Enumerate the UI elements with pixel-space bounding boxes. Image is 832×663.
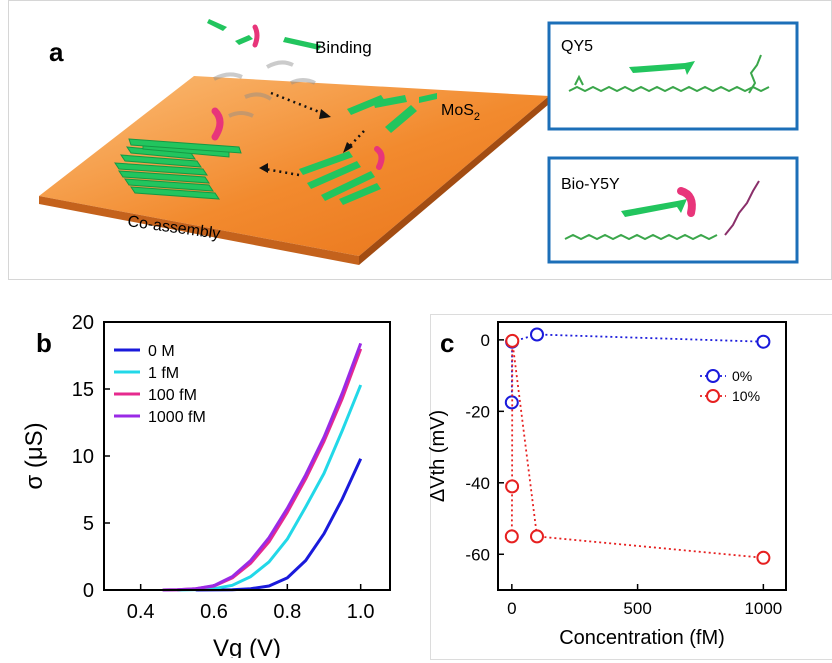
molecule-group-middle	[299, 146, 385, 205]
panel-b-chart: b 0 5 10 15 20 0.4 0.6 0.8 1.0 0 M 1 fM 100 fM 100…	[21, 312, 391, 662]
binding-label: Binding	[315, 38, 372, 57]
inset-bio-y5y-label: Bio-Y5Y	[561, 176, 620, 193]
panel-b-axes-frame	[103, 321, 391, 591]
panel-b-legend-label: 1 fM	[148, 365, 179, 382]
panel-a-label: a	[49, 37, 64, 67]
panel-b-y-tick-label: 5	[83, 513, 94, 535]
panel-c: c 0 -20 -40 -60 0 500 1000 0% 10% ΔVth (mV) Co…	[422, 300, 832, 658]
inset-bio-y5y: Bio-Y5Y	[547, 156, 799, 264]
panel-c-series-line-0	[510, 333, 764, 403]
molecule-group-right	[347, 93, 437, 133]
panel-c-y-tick-label: -60	[465, 545, 490, 564]
panel-b-y-tick-label: 20	[72, 312, 94, 334]
panel-a-svg: a Binding	[39, 19, 799, 265]
panel-c-y-tick-label: -20	[465, 402, 490, 421]
inset-qy5-label: QY5	[561, 38, 593, 55]
panel-b-series-line-3	[162, 342, 363, 592]
panel-c-x-axis-label: Concentration (fM)	[559, 627, 725, 649]
bio-y5y-chain	[564, 233, 718, 241]
panel-c-point-0	[530, 327, 544, 342]
panel-c-point-1	[530, 529, 544, 544]
coassembly-stack	[114, 107, 242, 200]
panel-b-legend-label: 1000 fM	[148, 409, 206, 426]
panel-c-x-tick-label: 0	[507, 599, 516, 618]
panel-c-x-tick-label: 500	[623, 599, 651, 618]
panel-c-point-1	[504, 529, 519, 544]
panel-c-point-1	[505, 333, 520, 348]
qy5-chain	[568, 85, 770, 93]
panel-c-point-0	[756, 334, 771, 349]
panel-c-y-tick-label: 0	[481, 331, 490, 350]
panel-a-schematic: a Binding	[8, 0, 832, 280]
panel-b-legend-label: 0 M	[148, 343, 175, 360]
biotin-linker	[724, 180, 760, 236]
panel-c-x-tick-label: 1000	[744, 599, 782, 618]
dotted-arrows	[264, 91, 365, 177]
panel-b-x-tick-label: 0.8	[273, 601, 301, 623]
binding-molecules	[207, 19, 321, 50]
panel-c-point-0	[504, 395, 519, 410]
arrow-heads	[259, 109, 353, 173]
panel-b-x-tick-label: 0.6	[200, 601, 228, 623]
mos2-substrate-top	[39, 76, 549, 256]
panel-b-x-tick-label: 1.0	[347, 601, 375, 623]
panel-b-label: b	[36, 328, 52, 358]
panel-c-legend-label: 0%	[732, 368, 752, 384]
panel-c-legend-marker	[706, 369, 720, 383]
mos2-substrate-edge-right	[359, 96, 549, 265]
panel-c-legend-label: 10%	[732, 388, 760, 404]
panel-b-series-line-2	[162, 348, 363, 592]
panel-c-point-1	[505, 479, 520, 494]
panel-b-x-axis-label: Vg (V)	[213, 635, 281, 658]
faded-molecules	[213, 60, 316, 118]
panel-b-x-tick-label: 0.4	[127, 601, 155, 623]
panel-b-y-tick-label: 0	[83, 580, 94, 602]
panel-b-y-axis-label: σ (μS)	[21, 422, 48, 489]
mos2-label: MoS2	[441, 102, 480, 123]
biotin-tag	[677, 187, 696, 217]
bio-y5y-arrow-molecule	[621, 199, 687, 217]
panel-c-label: c	[440, 328, 454, 358]
qy5-arrow-molecule	[629, 61, 695, 75]
panel-b-legend-label: 100 fM	[148, 387, 197, 404]
panel-c-point-1	[756, 550, 771, 565]
panel-c-axes-frame	[497, 321, 787, 591]
panel-c-series-line-1	[510, 340, 764, 559]
inset-qy5: QY5	[547, 21, 799, 131]
panel-c-y-tick-label: -40	[465, 474, 490, 493]
panel-c-legend-marker	[706, 389, 720, 403]
panel-b: b 0 5 10 15 20 0.4 0.6 0.8 1.0 0 M 1 fM 100 fM 100…	[0, 300, 420, 662]
panel-b-y-tick-label: 15	[72, 379, 94, 401]
mos2-substrate-edge-front	[39, 196, 359, 265]
panel-c-y-axis-label: ΔVth (mV)	[427, 410, 449, 502]
panel-b-y-tick-label: 10	[72, 446, 94, 468]
panel-c-chart: c 0 -20 -40 -60 0 500 1000 0% 10% ΔVth (mV) Co…	[427, 321, 787, 649]
